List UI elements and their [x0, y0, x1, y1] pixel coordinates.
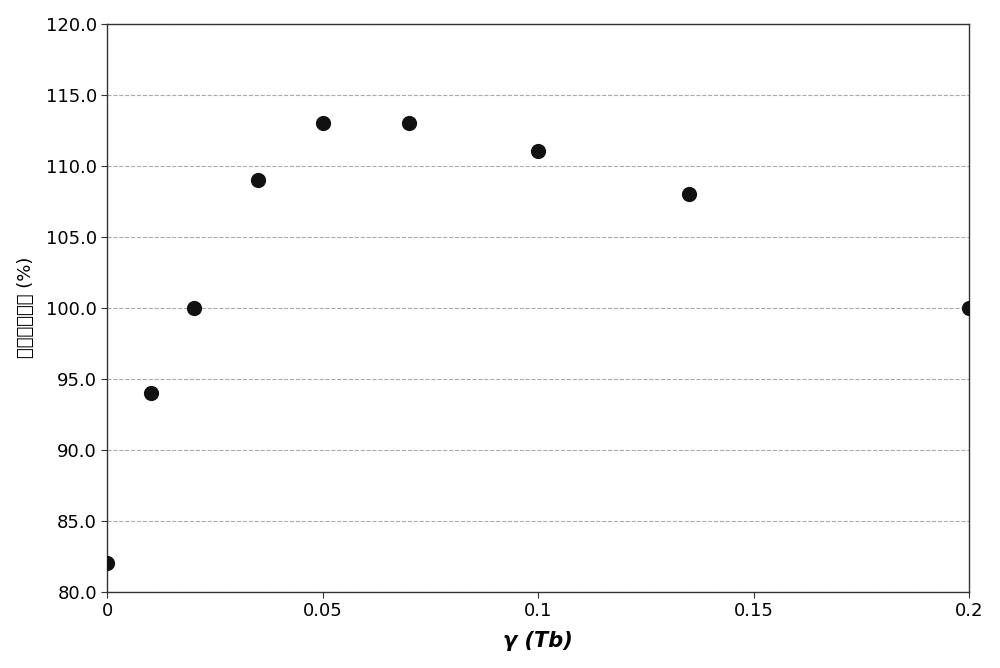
Point: [315, 118, 331, 128]
Y-axis label: 相对发光强度 (%): 相对发光强度 (%): [17, 257, 35, 359]
Point: [186, 303, 202, 313]
Point: [961, 303, 977, 313]
Point: [401, 118, 417, 128]
Point: [681, 189, 697, 200]
Point: [530, 146, 546, 157]
Point: [143, 387, 159, 398]
X-axis label: γ (Tb): γ (Tb): [503, 631, 573, 651]
Point: [250, 174, 266, 185]
Point: [99, 558, 115, 568]
